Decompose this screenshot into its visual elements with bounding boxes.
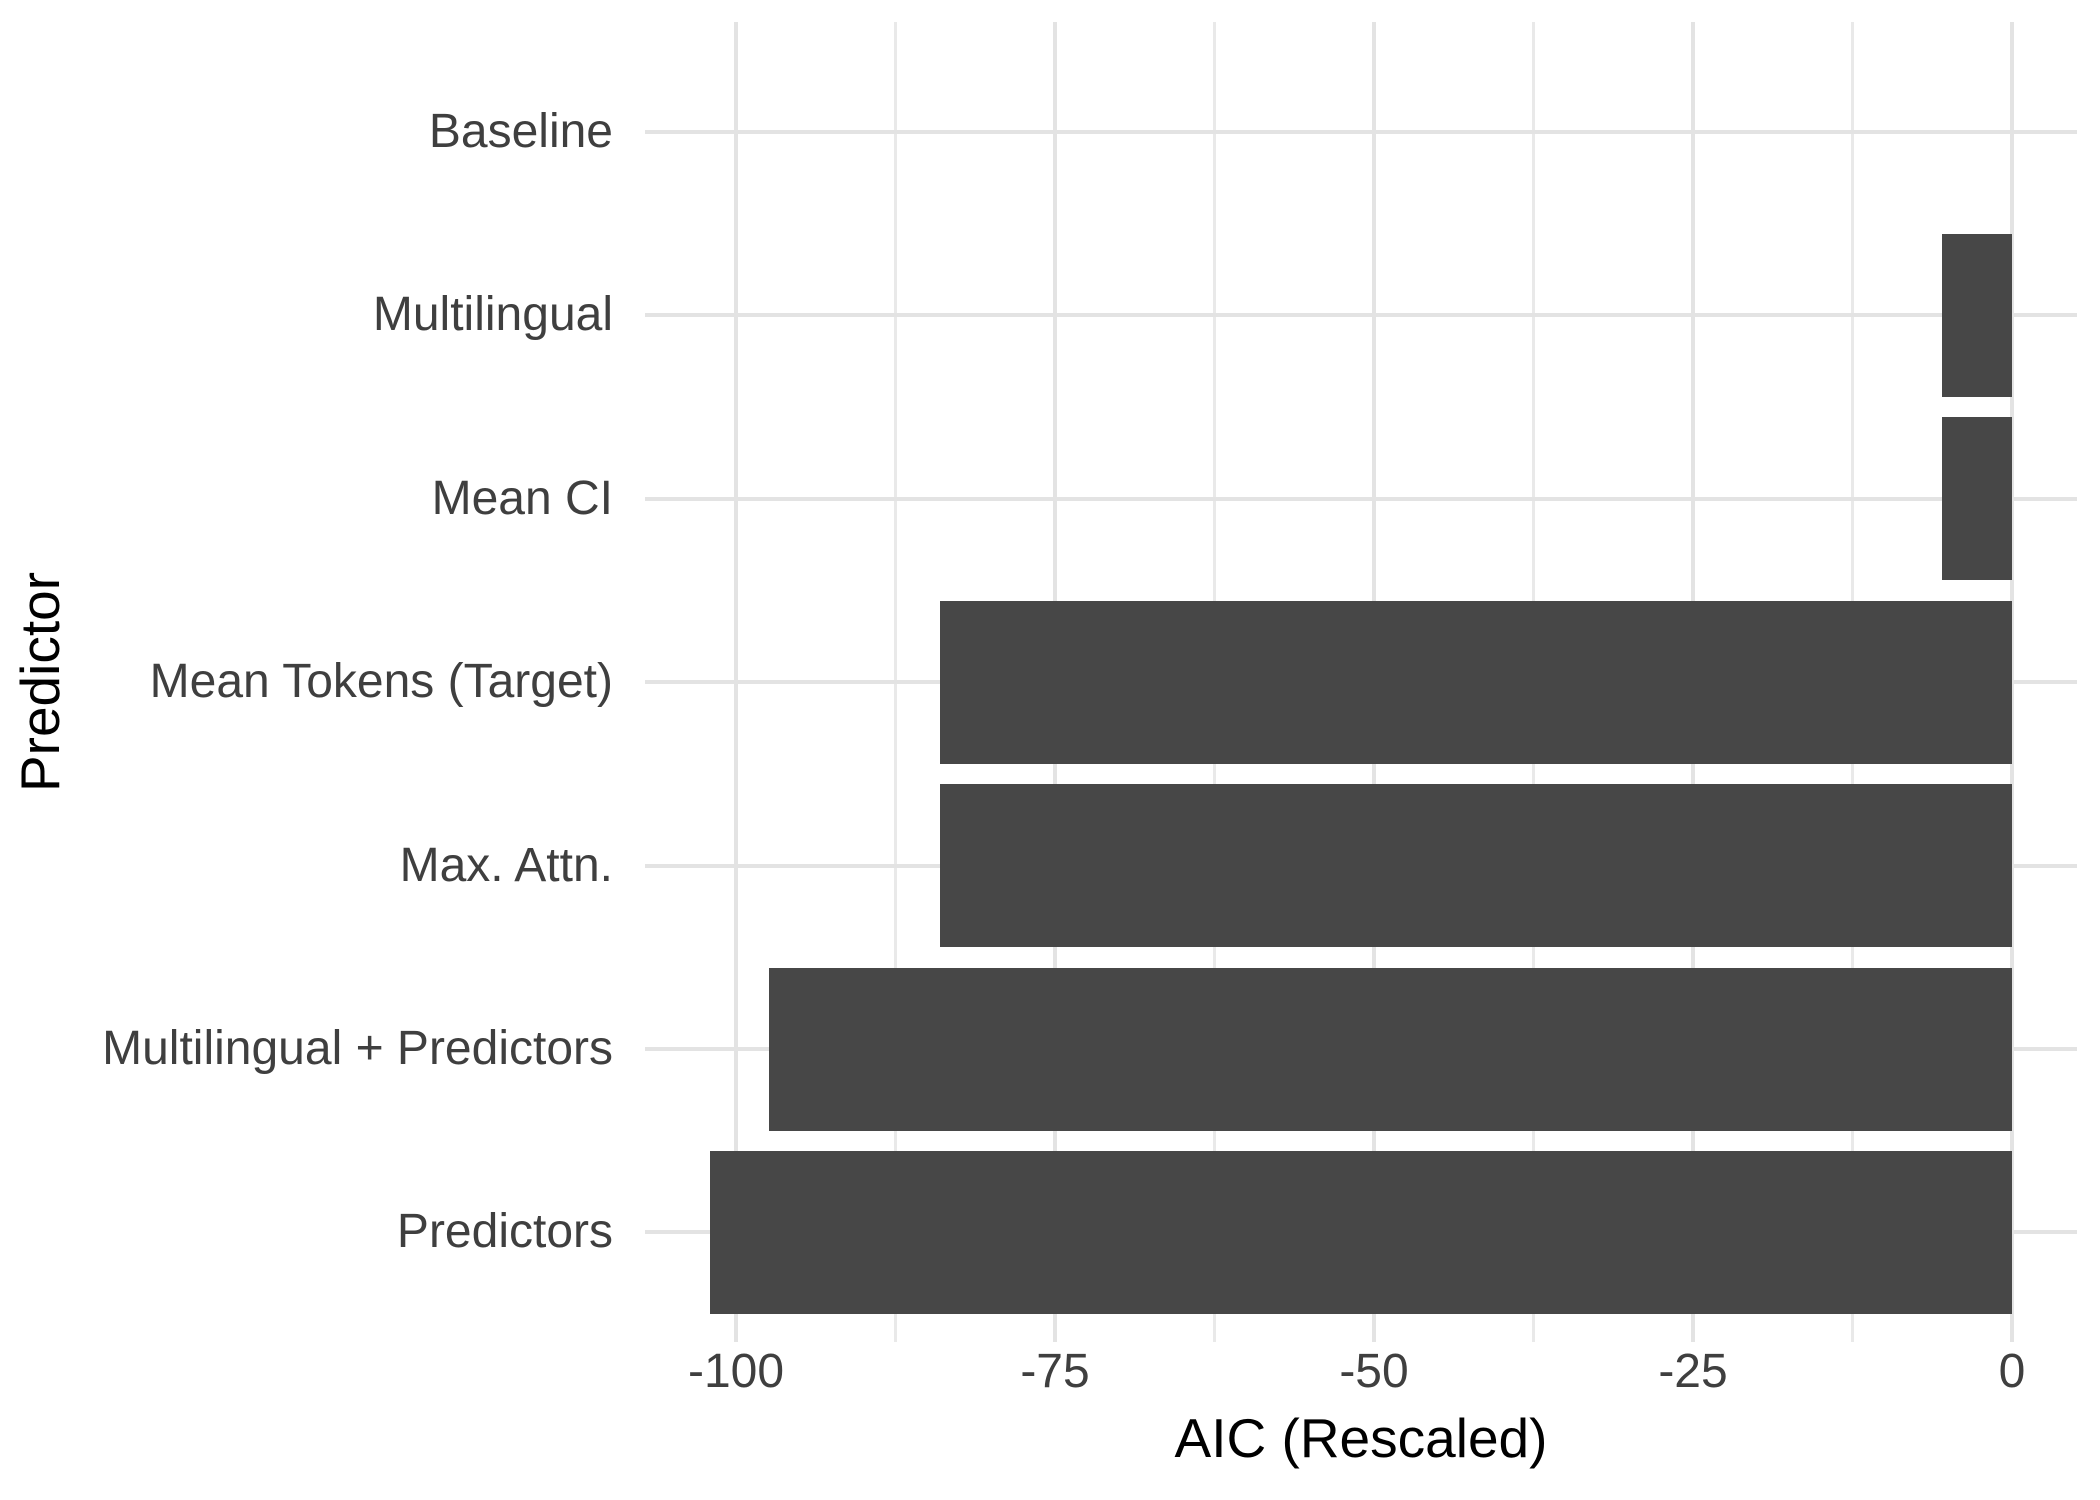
x-tick-label: -100 [687,1345,785,1398]
y-category-label: Mean CI [431,471,613,525]
bar-multilingual-predictors [769,967,2012,1131]
x-tick-label: -75 [1020,1345,1090,1398]
y-category-label: Baseline [428,105,613,158]
row-gridline [645,313,2077,318]
x-tick-label: 0 [1998,1345,2026,1398]
bar-mean-tokens-target- [940,600,2012,764]
plot-panel [645,22,2077,1342]
x-tick-label: -25 [1658,1345,1728,1398]
x-axis-title: AIC (Rescaled) [1174,1407,1548,1469]
y-category-label: Mean Tokens (Target) [149,655,613,709]
y-category-label: Multilingual + Predictors [102,1022,613,1075]
y-category-label: Multilingual [372,288,613,342]
y-category-label: Predictors [396,1205,613,1259]
x-tick-label: -50 [1339,1345,1409,1398]
row-gridline [645,496,2077,501]
bar-multilingual [1941,233,2012,397]
y-category-label: Max. Attn. [399,838,613,892]
bar-mean-ci [1941,417,2012,581]
bar-predictors [710,1150,2012,1314]
row-gridline [645,130,2077,134]
bar-max-attn- [940,784,2012,948]
